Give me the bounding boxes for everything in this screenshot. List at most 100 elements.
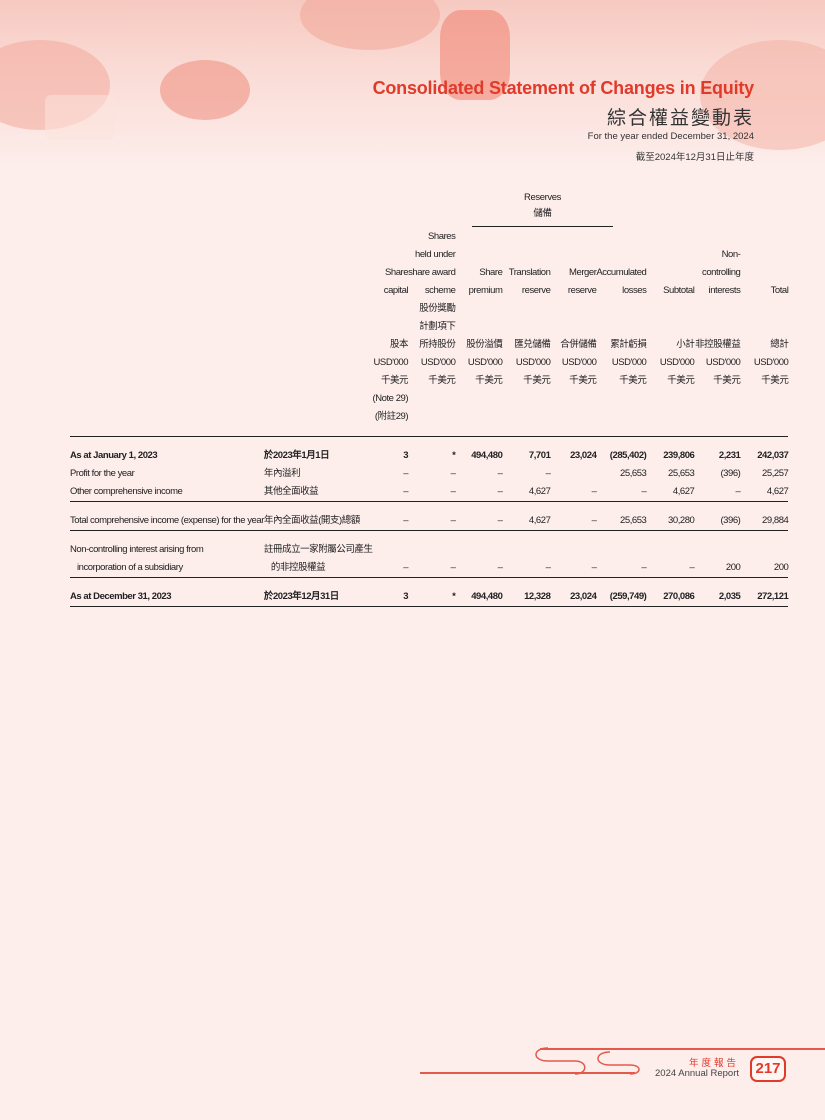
- cell-value: –: [372, 512, 409, 531]
- column-header: Non-controlling interests 非控股權益 USD'000 千美元: [694, 228, 741, 437]
- cell-value: –: [596, 559, 647, 578]
- cell-value: (285,402): [609, 450, 647, 461]
- column-unit: USD'000: [561, 357, 597, 368]
- column-unit: USD'000: [515, 357, 551, 368]
- reserves-label-zh: 儲備: [533, 208, 552, 219]
- cell-value: –: [455, 559, 503, 578]
- cell-value: 30,280: [646, 512, 695, 531]
- column-header-en: scheme: [424, 285, 456, 296]
- decorative-shape: [440, 10, 510, 100]
- cell-value: –: [550, 559, 597, 578]
- equity-table: Share capital 股本 USD'000 千美元 (Note 29) (附註29) S…: [70, 228, 789, 607]
- cell-value: 494,480: [471, 450, 503, 461]
- column-unit: USD'000: [753, 357, 789, 368]
- column-header-zh: 所持股份: [419, 339, 456, 350]
- column-header-zh: 股份獎勵: [419, 303, 456, 314]
- row-label-zh: 年內全面收益(開支)總額: [263, 512, 373, 531]
- table-row: Total comprehensive income (expense) for…: [70, 512, 789, 531]
- cell-value: 4,627: [646, 483, 695, 502]
- column-header-en: controlling: [702, 267, 741, 278]
- cell-value: (396): [694, 512, 741, 531]
- cell-value: –: [408, 512, 456, 531]
- cell-value: 4,627: [502, 512, 551, 531]
- column-unit: (Note 29): [372, 393, 409, 404]
- column-unit: USD'000: [420, 357, 456, 368]
- report-label-zh: 年度報告: [688, 1058, 739, 1069]
- cell-value: [550, 465, 596, 483]
- footer-line: [540, 1048, 825, 1050]
- decorative-shape: [300, 0, 440, 50]
- cell-value: 29,884: [740, 512, 789, 531]
- column-header-en: share award: [408, 267, 456, 278]
- column-header-en: Translation: [508, 267, 551, 278]
- cell-value: –: [408, 559, 456, 578]
- column-header: Accumulated losses 累計虧損 USD'000 千美元: [596, 228, 646, 437]
- cell-value: *: [452, 450, 456, 461]
- column-header-en: reserve: [567, 285, 597, 296]
- column-header-en: Accumulated: [596, 267, 647, 278]
- cell-value: 25,653: [668, 468, 695, 479]
- column-header-zh: 總計: [770, 339, 789, 350]
- cell-value: 494,480: [455, 588, 503, 607]
- column-header: Merger reserve 合併儲備 USD'000 千美元: [550, 228, 597, 437]
- row-label: As at January 1, 2023: [70, 450, 158, 461]
- cell-value: 270,086: [646, 588, 695, 607]
- column-unit: 千美元: [475, 375, 503, 386]
- table-row: Non-controlling interest arising from 註冊成…: [70, 541, 788, 559]
- column-unit: 千美元: [619, 375, 647, 386]
- column-unit: 千美元: [713, 375, 741, 386]
- period-text-zh: 截至2024年12月31日止年度: [635, 152, 754, 163]
- page-number: 217: [750, 1056, 786, 1082]
- cell-value: (396): [720, 468, 741, 479]
- cell-value: –: [455, 483, 503, 502]
- cell-value: –: [646, 559, 695, 578]
- column-header-zh: 非控股權益: [695, 339, 741, 350]
- column-unit: USD'000: [373, 357, 409, 368]
- cell-value: 200: [740, 559, 789, 578]
- cell-value: –: [550, 512, 597, 531]
- cell-value: 4,627: [740, 483, 789, 502]
- decorative-shape: [45, 95, 115, 140]
- column-unit: 千美元: [569, 375, 597, 386]
- cell-value: –: [455, 512, 503, 531]
- column-header-en: Merger: [569, 267, 597, 278]
- table-row: incorporation of a subsidiary 的非控股權益 – – – – –…: [70, 559, 789, 578]
- column-unit: USD'000: [467, 357, 503, 368]
- cell-value: (259,749): [596, 588, 647, 607]
- column-header-en: Share: [384, 267, 409, 278]
- column-unit: 千美元: [428, 375, 456, 386]
- column-header-en: Share: [479, 267, 503, 278]
- row-label: As at December 31, 2023: [70, 588, 264, 607]
- period-text: For the year ended December 31, 2024: [587, 131, 754, 142]
- column-header-en: losses: [622, 285, 647, 296]
- row-label-zh: 註冊成立一家附屬公司產生: [263, 544, 373, 555]
- cell-value: 2,035: [694, 588, 741, 607]
- row-label: Non-controlling interest arising from: [70, 544, 204, 555]
- row-label: Total comprehensive income (expense) for…: [70, 512, 264, 531]
- column-header-row: Share capital 股本 USD'000 千美元 (Note 29) (附註29) S…: [70, 228, 789, 437]
- cell-value: –: [497, 468, 503, 479]
- column-unit: 千美元: [667, 375, 695, 386]
- column-unit: USD'000: [705, 357, 741, 368]
- cell-value: 25,257: [762, 468, 789, 479]
- cell-value: 272,121: [740, 588, 789, 607]
- column-header-en: Subtotal: [663, 285, 695, 296]
- table-row: As at January 1, 2023 於2023年1月1日 3 * 494,480…: [70, 447, 789, 465]
- decorative-shape: [160, 60, 250, 120]
- decorative-shape: [700, 40, 825, 150]
- cell-value: 23,024: [550, 588, 597, 607]
- column-header: Translation reserve 匯兑儲備 USD'000 千美元: [502, 228, 551, 437]
- cell-value: *: [408, 588, 456, 607]
- column-header-zh: 股本: [389, 339, 409, 350]
- column-unit: USD'000: [611, 357, 647, 368]
- row-label: incorporation of a subsidiary: [70, 559, 264, 578]
- cell-value: 3: [372, 588, 409, 607]
- table-row: Profit for the year 年內溢利 – – – – 25,653 25,653 (…: [70, 465, 789, 483]
- column-unit: USD'000: [659, 357, 695, 368]
- column-header: Total 總計 USD'000 千美元: [740, 228, 789, 437]
- column-header-zh: 計劃項下: [419, 321, 456, 332]
- cell-value: 23,024: [570, 450, 597, 461]
- column-unit: (附註29): [374, 411, 409, 422]
- column-header: Shares held under share award scheme 股份獎勵 計劃項…: [408, 228, 456, 437]
- column-header-zh: 合併儲備: [560, 339, 597, 350]
